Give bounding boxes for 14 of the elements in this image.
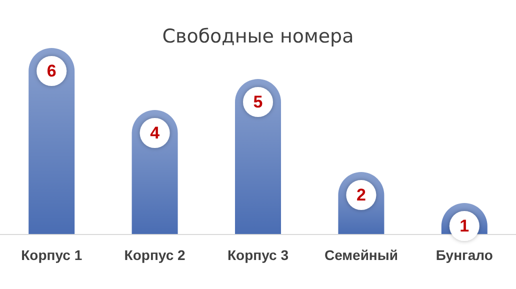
x-tick-label: Бунгало [436,247,493,263]
data-label: 6 [46,62,56,80]
data-label: 5 [253,92,263,112]
x-tick-label: Корпус 3 [227,247,289,263]
x-tick-label: Семейный [324,247,398,263]
data-label: 1 [460,216,470,236]
data-label: 4 [150,124,160,142]
bar [132,110,178,234]
x-tick-label: Корпус 1 [21,247,82,263]
bar [28,48,75,234]
x-tick-label: Корпус 2 [124,247,186,263]
chart-title: Свободные номера [162,26,354,48]
data-label: 2 [356,186,366,204]
bar [235,79,281,234]
